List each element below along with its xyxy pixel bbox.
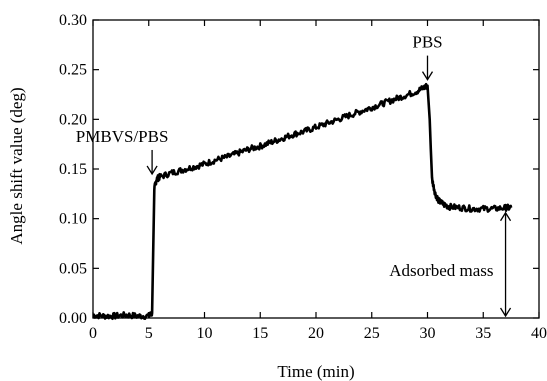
adsorbed-mass-arrow-head-bottom [499,307,512,318]
y-tick-label: 0.15 [59,161,87,178]
x-tick-label: 25 [364,325,380,342]
y-tick-label: 0.30 [59,12,87,29]
y-tick-label: 0.25 [59,62,87,79]
annotation-adsorbed-mass: Adsorbed mass [389,261,493,280]
y-axis-title: Angle shift value (deg) [7,87,26,244]
y-tick-label: 0.05 [59,260,87,277]
annotation-arrow-head [146,165,158,176]
x-tick-label: 5 [145,325,153,342]
y-tick-label: 0.00 [59,310,87,327]
series-layer [92,82,513,320]
y-tick-label: 0.10 [59,211,87,228]
series-line-0 [92,82,513,320]
annotation-pbs: PBS [412,33,442,52]
x-tick-label: 10 [197,325,213,342]
x-tick-label: 30 [420,325,436,342]
adsorbed-mass-arrow-head-top [499,211,512,222]
x-axis-ticks: 0 5 10 15 20 25 30 35 40 [89,20,547,342]
annotation-layer: PMBVS/PBS PBS Adsorbed mass [76,33,512,318]
x-axis-title: Time (min) [277,362,354,381]
y-tick-label: 0.20 [59,111,87,128]
x-tick-label: 15 [252,325,268,342]
annotation-arrow-head [421,71,434,81]
y-axis-ticks: 0.00 0.05 0.10 0.15 0.20 0.25 0.30 [59,12,539,327]
x-tick-label: 35 [475,325,491,342]
annotation-pmbvs-pbs: PMBVS/PBS [76,127,169,146]
x-tick-label: 20 [308,325,324,342]
x-tick-label: 0 [89,325,97,342]
x-tick-label: 40 [531,325,547,342]
